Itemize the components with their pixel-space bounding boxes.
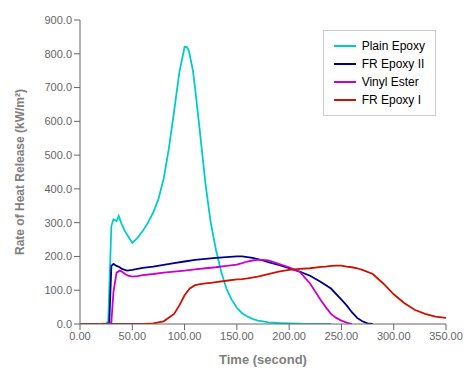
svg-text:300.0: 300.0 [44, 217, 72, 229]
svg-text:250.00: 250.00 [325, 330, 359, 342]
html-text:Plain Epoxy: Plain Epoxy [361, 39, 425, 53]
svg-text:600.0: 600.0 [44, 115, 72, 127]
svg-text:200.00: 200.00 [272, 330, 306, 342]
html-text:FR Epoxy I: FR Epoxy I [361, 93, 421, 107]
svg-text:800.0: 800.0 [44, 48, 72, 60]
svg-text:500.0: 500.0 [44, 149, 72, 161]
svg-text:400.0: 400.0 [44, 183, 72, 195]
html-text:Vinyl Ester: Vinyl Ester [361, 75, 419, 89]
svg-text:900.0: 900.0 [44, 14, 72, 26]
svg-text:350.00: 350.00 [429, 330, 463, 342]
svg-text:100.00: 100.00 [168, 330, 202, 342]
svg-text:300.00: 300.00 [377, 330, 411, 342]
svg-text:0.0: 0.0 [57, 318, 72, 330]
svg-text:150.00: 150.00 [220, 330, 254, 342]
html-text:FR Epoxy II: FR Epoxy II [361, 57, 425, 71]
svg-text:Rate of Heat Release (kW/m²): Rate of Heat Release (kW/m²) [13, 89, 27, 255]
svg-text:Time (second): Time (second) [219, 352, 307, 367]
svg-text:100.0: 100.0 [44, 284, 72, 296]
svg-text:700.0: 700.0 [44, 81, 72, 93]
svg-text:200.0: 200.0 [44, 250, 72, 262]
svg-text:50.00: 50.00 [119, 330, 147, 342]
svg-text:0.00: 0.00 [69, 330, 90, 342]
